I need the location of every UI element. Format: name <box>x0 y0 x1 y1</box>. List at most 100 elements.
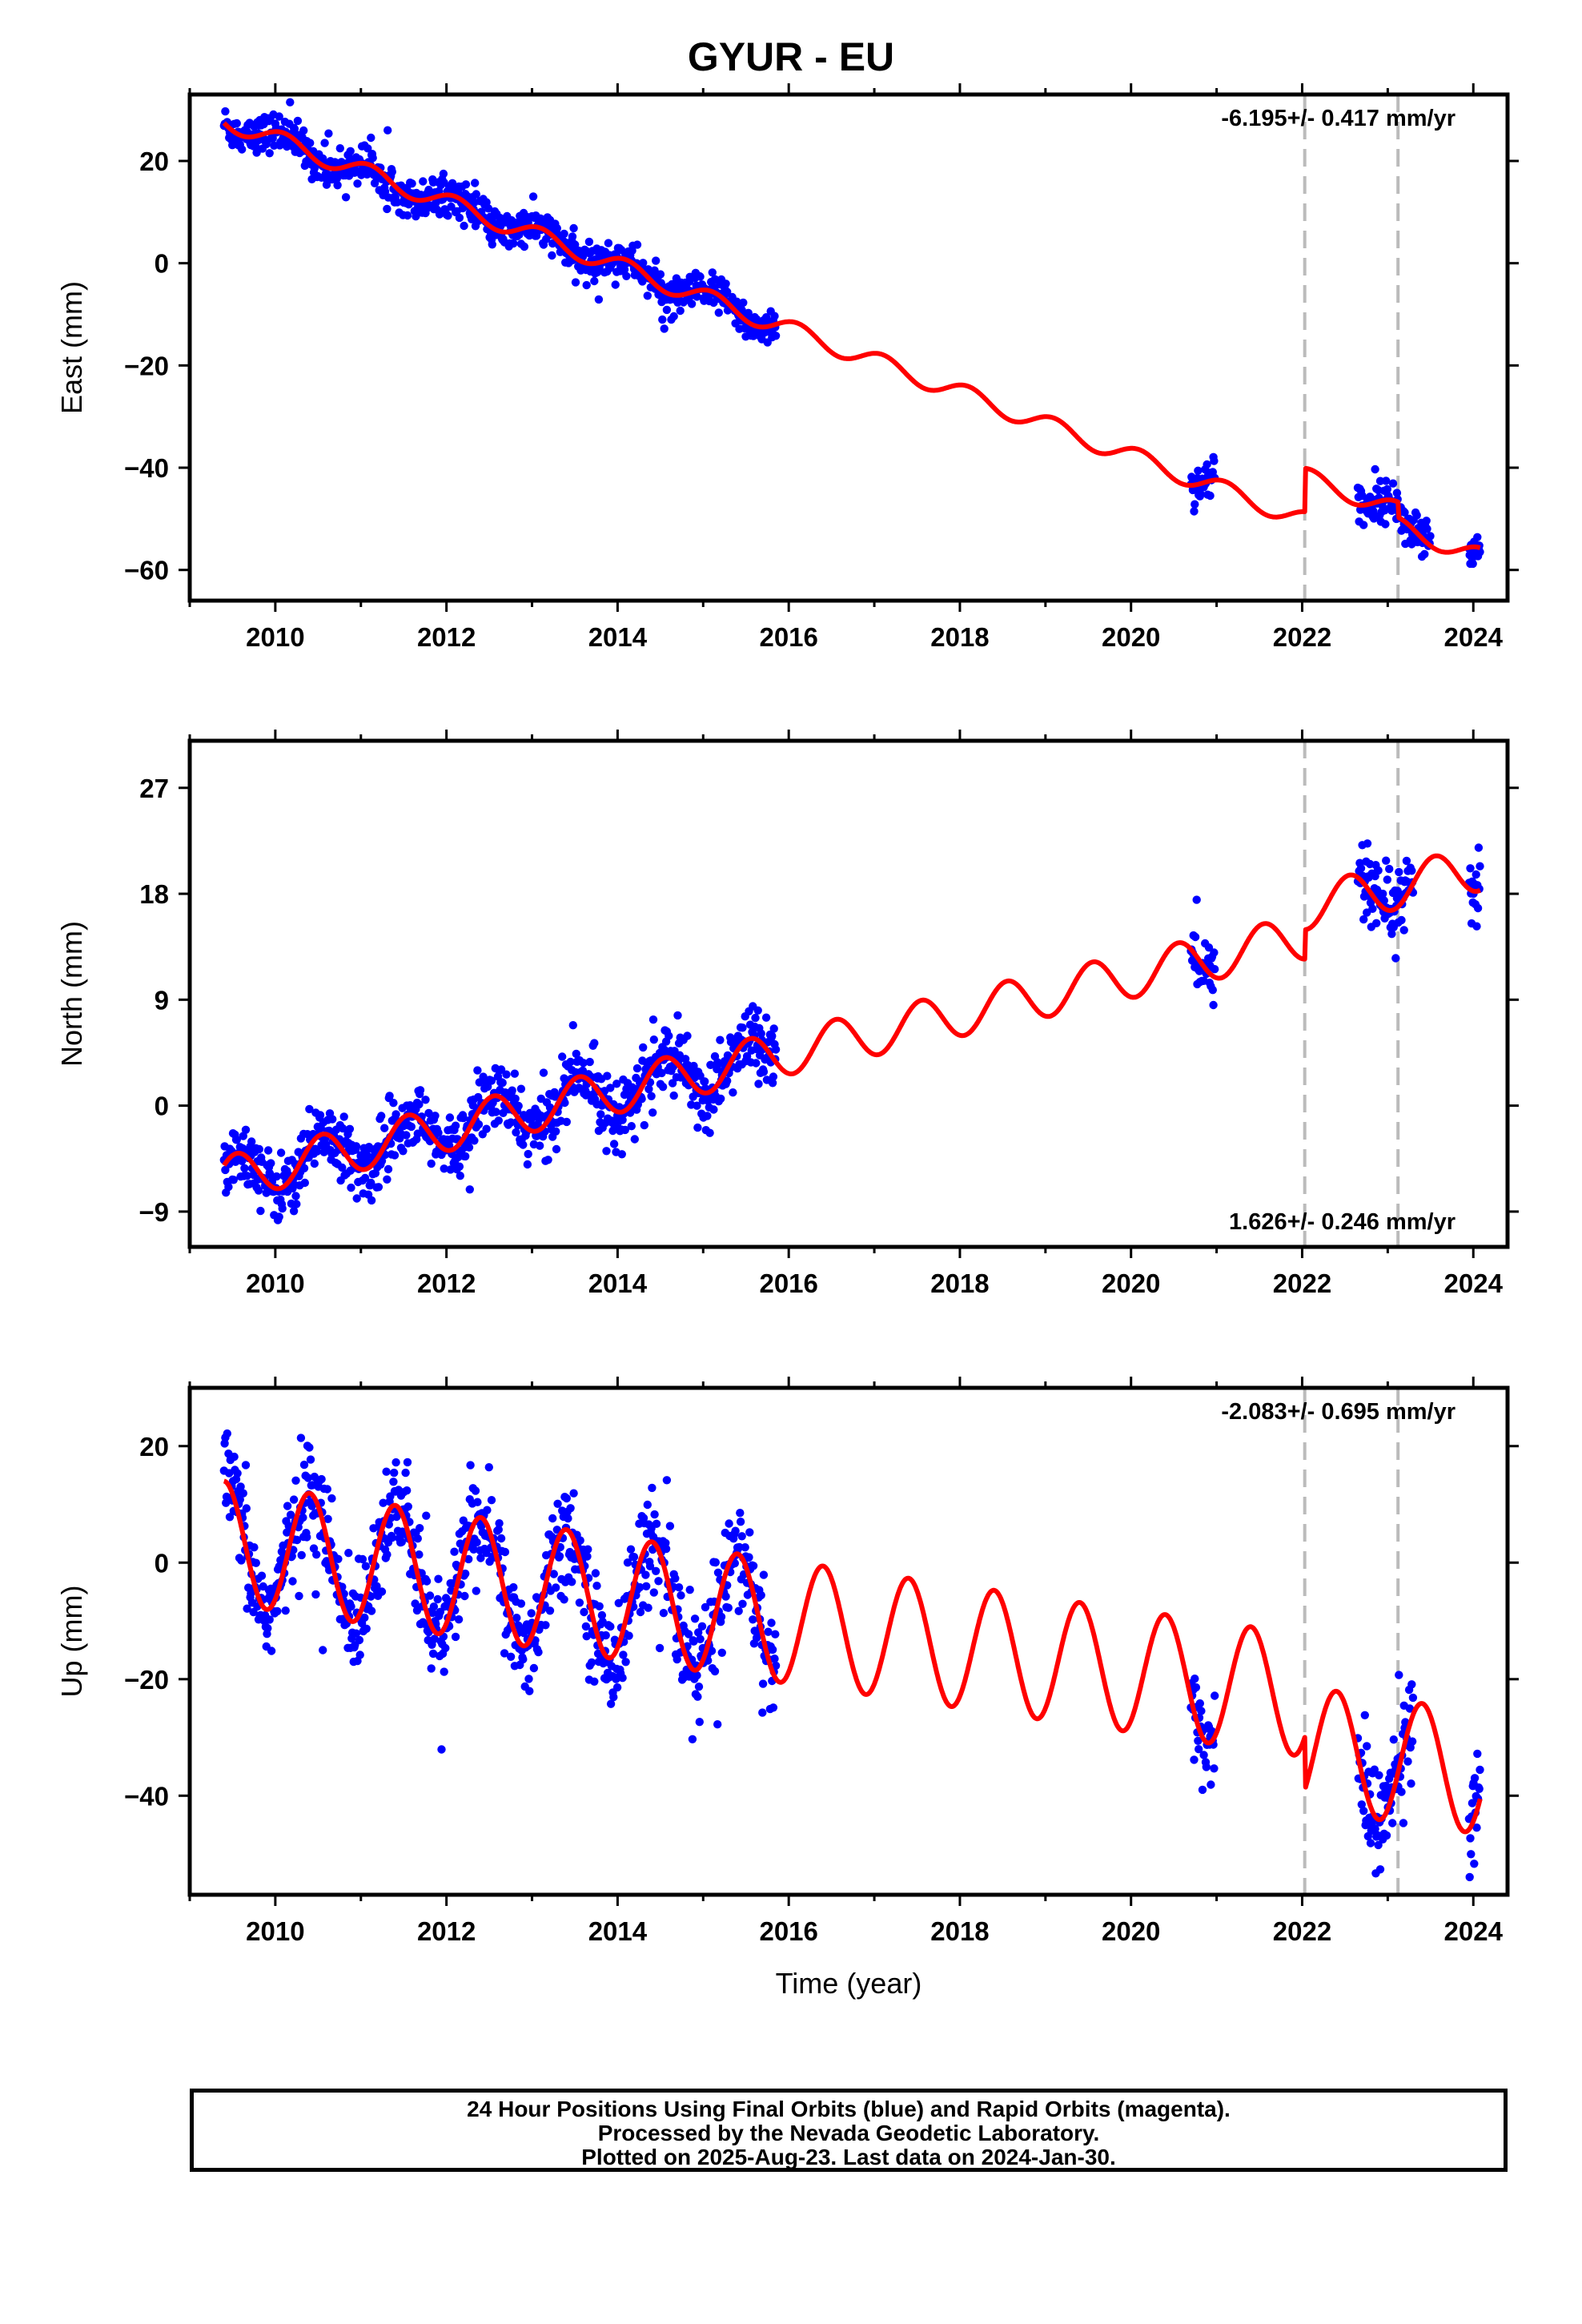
data-point <box>1473 903 1483 913</box>
data-point <box>601 1630 610 1640</box>
data-point <box>649 1035 658 1044</box>
data-point <box>685 1586 694 1594</box>
data-point <box>552 1583 560 1592</box>
data-point <box>367 1606 376 1615</box>
velocity-label: -2.083+/- 0.695 mm/yr <box>1221 1399 1456 1425</box>
data-point <box>721 1592 730 1601</box>
data-point <box>624 1631 633 1640</box>
x-tick-label: 2022 <box>1273 1916 1331 1946</box>
data-point <box>500 1649 509 1658</box>
data-point <box>1192 895 1201 904</box>
data-point <box>1385 864 1394 874</box>
data-point <box>239 1489 247 1498</box>
x-tick-label: 2022 <box>1273 622 1331 652</box>
model-line <box>222 853 1482 1192</box>
data-point <box>716 1035 725 1044</box>
data-point <box>1210 456 1219 465</box>
plot-area <box>219 94 1484 601</box>
data-point <box>403 1486 412 1495</box>
data-point <box>416 1524 424 1533</box>
data-point <box>1191 1675 1199 1683</box>
panel-north: 2010 2012 2014 2016 2018 2020 2022 2024 27 18 9 0 −9… <box>55 730 1519 1298</box>
data-point <box>460 221 468 231</box>
data-point <box>632 1063 642 1073</box>
data-point <box>275 1212 283 1221</box>
data-point <box>661 1544 671 1554</box>
data-point <box>295 1591 303 1601</box>
data-point <box>1359 521 1368 529</box>
plot-area <box>219 1388 1484 1895</box>
data-point <box>299 126 308 135</box>
data-point <box>594 295 604 304</box>
data-point <box>509 1582 518 1592</box>
data-point <box>1407 1779 1415 1788</box>
data-point <box>232 1136 241 1144</box>
data-point <box>465 1185 474 1194</box>
data-point <box>768 1031 777 1040</box>
data-point <box>1388 479 1398 488</box>
data-point <box>723 1076 732 1085</box>
data-point <box>652 256 661 265</box>
x-tick-label: 2018 <box>930 1916 989 1946</box>
data-point <box>626 1545 636 1554</box>
data-point <box>1476 862 1484 870</box>
data-point <box>677 1591 685 1600</box>
data-point <box>560 1098 569 1108</box>
data-point <box>383 1175 391 1184</box>
data-point <box>568 1021 577 1030</box>
data-point <box>769 1024 778 1033</box>
data-point <box>385 1092 394 1100</box>
data-point <box>1395 867 1403 877</box>
data-point <box>487 1496 496 1505</box>
data-point <box>445 1113 455 1122</box>
y-axis-label: East (mm) <box>55 281 88 414</box>
data-point <box>587 1658 596 1667</box>
data-point <box>725 1519 733 1528</box>
plot-area <box>219 741 1484 1247</box>
data-point <box>484 204 493 213</box>
data-point <box>221 107 230 116</box>
data-point <box>238 145 247 154</box>
data-point <box>701 1602 710 1612</box>
data-point <box>713 1720 722 1729</box>
x-tick-label: 2014 <box>588 1269 648 1298</box>
data-point <box>283 1502 292 1510</box>
data-point <box>1407 1737 1417 1746</box>
x-tick-label: 2020 <box>1102 1916 1160 1946</box>
data-point <box>603 1072 612 1080</box>
x-tick-label: 2014 <box>588 622 648 652</box>
data-point <box>668 1079 677 1088</box>
data-point <box>745 1528 754 1537</box>
data-point <box>640 1120 648 1130</box>
data-point <box>391 1458 400 1467</box>
data-point <box>344 1549 353 1558</box>
data-point <box>606 1699 616 1708</box>
data-point <box>444 1141 454 1150</box>
data-point <box>434 1574 443 1583</box>
y-tick-label: 27 <box>139 774 169 803</box>
data-point <box>662 1476 672 1485</box>
data-point <box>1474 843 1484 852</box>
data-point <box>427 1664 436 1673</box>
data-point <box>247 1589 255 1598</box>
data-point <box>483 1506 492 1514</box>
data-point <box>582 280 591 290</box>
data-point <box>300 1178 309 1188</box>
x-tick-label: 2016 <box>759 1269 817 1298</box>
data-point <box>617 1150 626 1159</box>
data-point <box>1408 1693 1418 1703</box>
data-point <box>323 1485 331 1494</box>
data-point <box>1422 517 1431 525</box>
data-point <box>461 1152 470 1161</box>
data-point <box>694 1683 704 1691</box>
data-point <box>630 1135 639 1144</box>
data-point <box>225 1513 235 1522</box>
data-point <box>768 1079 777 1088</box>
data-point <box>636 1582 644 1592</box>
data-point <box>471 1486 480 1495</box>
data-point <box>606 1622 615 1631</box>
data-point <box>1206 491 1215 501</box>
data-point <box>456 1172 464 1180</box>
data-point <box>687 300 697 308</box>
data-point <box>742 1051 752 1061</box>
